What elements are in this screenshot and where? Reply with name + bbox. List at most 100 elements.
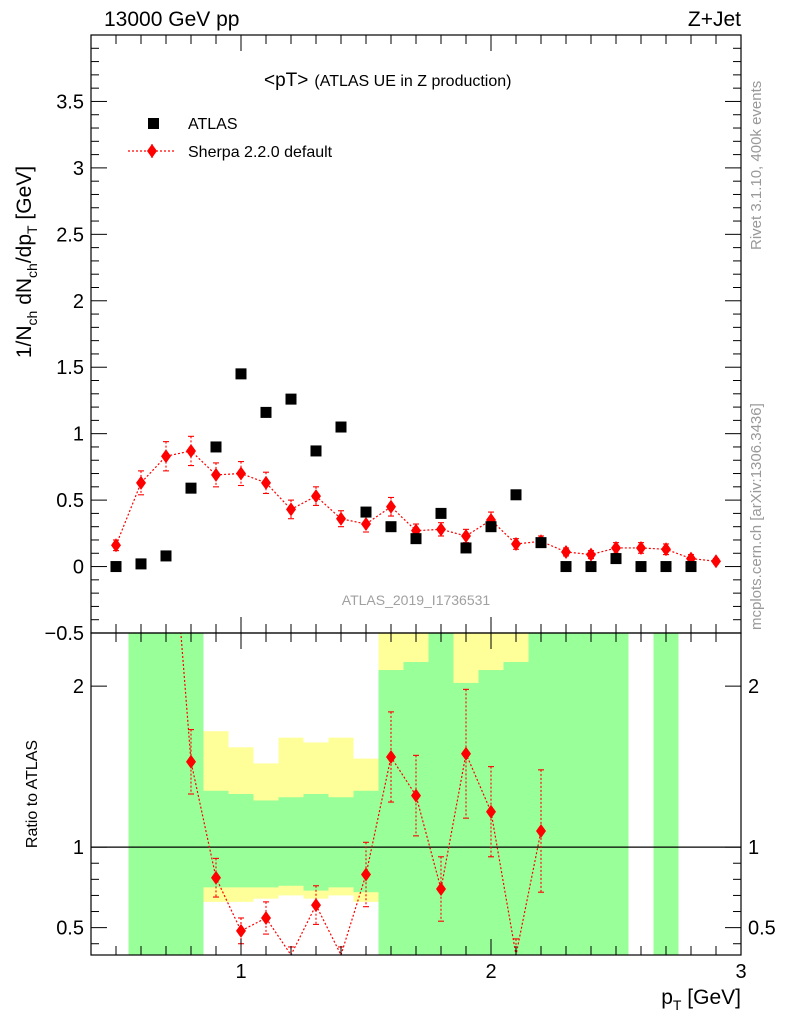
y-tick-label: 0.5 xyxy=(56,490,84,512)
atlas-point xyxy=(210,441,222,453)
atlas-point xyxy=(460,542,472,554)
ratio-point xyxy=(386,749,396,764)
sherpa-point xyxy=(461,528,471,543)
ratio-y-tick-label: 0.5 xyxy=(56,918,84,940)
y-axis-title-main: 1/Nch dNch/dpT [GeV] xyxy=(13,166,40,358)
sherpa-series-line xyxy=(115,450,717,562)
stat-uncertainty-band xyxy=(278,797,304,886)
sherpa-point xyxy=(186,443,196,458)
sherpa-point xyxy=(111,538,121,553)
atlas-point xyxy=(510,489,522,501)
ratio-uncertainty-bands xyxy=(128,633,679,955)
ratio-point xyxy=(361,867,371,882)
atlas-point xyxy=(660,561,672,573)
atlas-point xyxy=(560,561,572,573)
ratio-y-tick-label: 1 xyxy=(73,837,84,859)
stat-uncertainty-band xyxy=(578,633,604,955)
x-axis-title: pT [GeV] xyxy=(661,986,741,1013)
stat-uncertainty-band xyxy=(153,633,179,955)
sherpa-point xyxy=(511,536,521,551)
ratio-point xyxy=(236,923,246,938)
atlas-point xyxy=(235,368,247,380)
ratio-point xyxy=(411,788,421,803)
sherpa-point xyxy=(161,449,171,464)
atlas-point xyxy=(260,406,272,418)
axis-tick-labels: −0.5 0 0.5 1 1.5 2 2.5 3 3.5 0.5 0.5 1 1 2 2 1 2 3 xyxy=(45,91,776,983)
sherpa-point xyxy=(611,540,621,555)
sherpa-point xyxy=(261,475,271,490)
y-tick-label: 1.5 xyxy=(56,357,84,379)
ratio-y-tick-label-right: 0.5 xyxy=(748,918,776,940)
stat-uncertainty-band xyxy=(553,633,579,955)
y-tick-label: 2.5 xyxy=(56,224,84,246)
legend: ATLAS Sherpa 2.2.0 default xyxy=(128,116,333,161)
sherpa-point xyxy=(136,475,146,490)
y-tick-label: −0.5 xyxy=(45,623,84,645)
sherpa-point xyxy=(361,517,371,532)
atlas-point xyxy=(410,533,422,545)
legend-sherpa-label: Sherpa 2.2.0 default xyxy=(188,144,333,161)
stat-uncertainty-band xyxy=(453,682,479,955)
sherpa-point xyxy=(561,544,571,559)
atlas-point xyxy=(635,561,647,573)
sherpa-point xyxy=(636,540,646,555)
atlas-point xyxy=(160,550,172,562)
atlas-point xyxy=(685,561,697,573)
atlas-point xyxy=(310,445,322,457)
atlas-point xyxy=(585,561,597,573)
legend-atlas-label: ATLAS xyxy=(188,116,238,133)
x-tick-label: 1 xyxy=(235,961,246,983)
stat-uncertainty-band xyxy=(253,800,279,888)
stat-uncertainty-band xyxy=(653,633,679,955)
axis-ticks xyxy=(90,34,742,955)
stat-uncertainty-band xyxy=(603,633,629,955)
atlas-point xyxy=(435,507,447,519)
sherpa-point xyxy=(286,502,296,517)
ratio-point xyxy=(461,746,471,761)
header-left: 13000 GeV pp xyxy=(104,8,239,31)
ratio-series-line xyxy=(180,633,542,955)
atlas-point xyxy=(385,521,397,533)
sherpa-point xyxy=(336,511,346,526)
ratio-y-tick-label-right: 2 xyxy=(748,676,759,698)
y-tick-label: 3.5 xyxy=(56,91,84,113)
ratio-point xyxy=(486,804,496,819)
sherpa-point xyxy=(386,499,396,514)
ratio-point xyxy=(311,898,321,913)
sherpa-point xyxy=(586,547,596,562)
atlas-point xyxy=(135,558,147,570)
atlas-point xyxy=(110,561,122,573)
main-series-lines xyxy=(115,450,717,562)
rivet-version-label: Rivet 3.1.10, 400k events xyxy=(748,81,765,250)
main-markers xyxy=(110,368,721,573)
stat-uncertainty-band xyxy=(503,661,529,955)
y-tick-label: 1 xyxy=(73,424,84,446)
ratio-y-tick-label-right: 1 xyxy=(748,837,759,859)
atlas-point xyxy=(535,537,547,549)
analysis-watermark: ATLAS_2019_I1736531 xyxy=(342,592,491,608)
atlas-point xyxy=(360,506,372,518)
stat-uncertainty-band xyxy=(328,797,354,888)
legend-atlas-marker xyxy=(148,118,159,129)
ratio-point xyxy=(261,910,271,925)
stat-uncertainty-band xyxy=(303,794,329,891)
sherpa-point xyxy=(311,489,321,504)
atlas-point xyxy=(485,521,497,533)
ratio-series-group xyxy=(180,633,546,955)
ratio-point xyxy=(436,881,446,896)
y-axis-title-ratio: Ratio to ATLAS xyxy=(24,740,41,848)
atlas-point xyxy=(185,482,197,494)
ratio-point xyxy=(211,870,221,885)
ratio-point xyxy=(536,824,546,839)
mcplots-label: mcplots.cern.ch [arXiv:1306.3436] xyxy=(748,403,765,630)
title-main: <pT> xyxy=(264,70,308,91)
main-plot-title: <pT> (ATLAS UE in Z production) xyxy=(264,70,511,91)
title-rest: (ATLAS UE in Z production) xyxy=(314,73,511,90)
x-tick-label: 3 xyxy=(735,961,746,983)
header-right: Z+Jet xyxy=(688,8,741,31)
sherpa-point xyxy=(436,522,446,537)
y-tick-label: 3 xyxy=(73,158,84,180)
legend-sherpa-marker xyxy=(147,144,157,158)
x-tick-label: 2 xyxy=(485,961,496,983)
